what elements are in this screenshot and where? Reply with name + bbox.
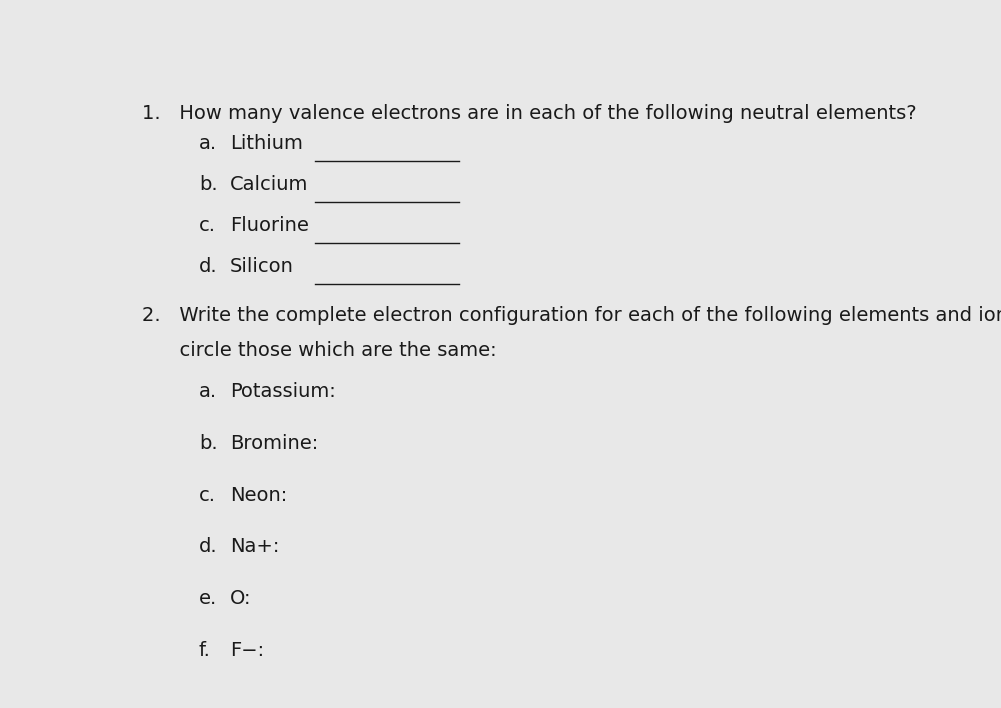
- Text: d.: d.: [199, 537, 217, 556]
- Text: F−:: F−:: [230, 641, 264, 660]
- Text: b.: b.: [199, 434, 217, 453]
- Text: Na+:: Na+:: [230, 537, 279, 556]
- Text: a.: a.: [199, 134, 217, 153]
- Text: c.: c.: [199, 486, 216, 505]
- Text: 1.   How many valence electrons are in each of the following neutral elements?: 1. How many valence electrons are in eac…: [142, 104, 917, 123]
- Text: Potassium:: Potassium:: [230, 382, 335, 401]
- Text: Calcium: Calcium: [230, 175, 308, 194]
- Text: e.: e.: [199, 589, 217, 608]
- Text: circle those which are the same:: circle those which are the same:: [142, 341, 496, 360]
- Text: c.: c.: [199, 216, 216, 235]
- Text: O:: O:: [230, 589, 251, 608]
- Text: b.: b.: [199, 175, 217, 194]
- Text: 2.   Write the complete electron configuration for each of the following element: 2. Write the complete electron configura…: [142, 306, 1001, 325]
- Text: Neon:: Neon:: [230, 486, 287, 505]
- Text: d.: d.: [199, 257, 217, 275]
- Text: Lithium: Lithium: [230, 134, 302, 153]
- Text: Bromine:: Bromine:: [230, 434, 318, 453]
- Text: Silicon: Silicon: [230, 257, 293, 275]
- Text: f.: f.: [199, 641, 210, 660]
- Text: Fluorine: Fluorine: [230, 216, 308, 235]
- Text: a.: a.: [199, 382, 217, 401]
